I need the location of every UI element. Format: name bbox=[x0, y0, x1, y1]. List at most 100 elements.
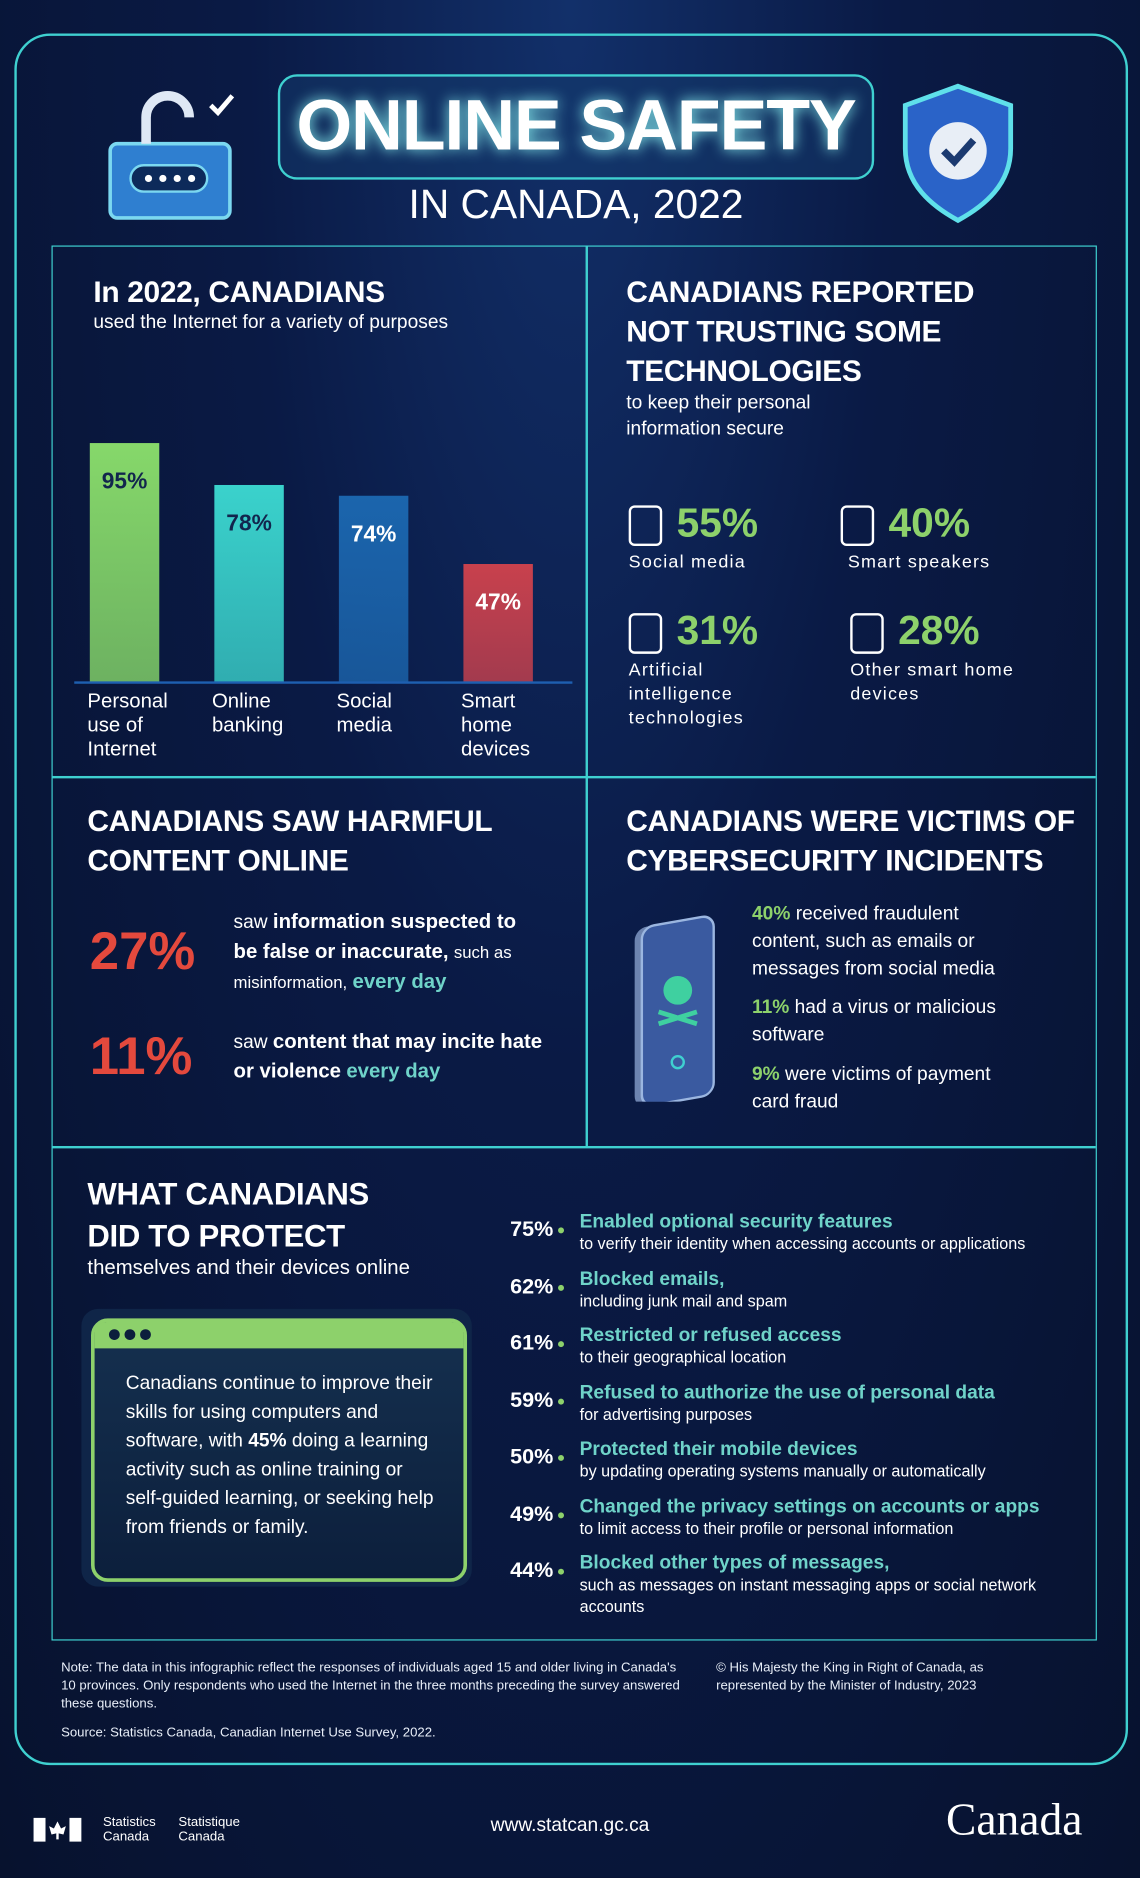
text-bold: information suspected to be false or ina… bbox=[233, 910, 517, 963]
bullet bbox=[558, 1341, 565, 1348]
protect-item: Restricted or refused access to their geo… bbox=[580, 1326, 1083, 1369]
frame bbox=[14, 33, 1129, 1766]
stat-value: 11% bbox=[89, 1027, 193, 1087]
protect-item: Refused to authorize the use of personal… bbox=[580, 1382, 1083, 1425]
stat-value: 40% bbox=[888, 500, 971, 547]
bullet bbox=[558, 1284, 565, 1291]
victim-item: 11% had a virus or malicious software bbox=[752, 994, 1027, 1049]
stat-label: Smart speakers bbox=[847, 552, 991, 573]
stat-text: saw content that may incite hate or viol… bbox=[234, 1027, 545, 1087]
text-emphasis: every day bbox=[346, 1059, 441, 1083]
item-heading: Enabled optional security features bbox=[579, 1211, 893, 1233]
item-detail: such as messages on instant messaging ap… bbox=[579, 1575, 1037, 1616]
divider bbox=[51, 1145, 1096, 1148]
bar-label: 95% bbox=[101, 468, 148, 495]
section-title: WHAT CANADIANS DID TO PROTECT bbox=[87, 1175, 369, 1254]
item-detail: for advertising purposes bbox=[579, 1405, 753, 1424]
chart-subtitle: used the Internet for a variety of purpo… bbox=[93, 312, 449, 333]
bar-label: 74% bbox=[350, 521, 397, 548]
flag-icon bbox=[33, 1817, 82, 1842]
bar-label: 78% bbox=[226, 511, 272, 537]
section-title: CANADIANS WERE VICTIMS OF CYBERSECURITY … bbox=[626, 804, 1075, 878]
text-bold: 45% bbox=[248, 1430, 287, 1452]
bar-chart: 95% Personal use of Internet 78% Online ban… bbox=[0, 0, 587, 776]
x-tick-label: Personal use of Internet bbox=[87, 689, 168, 761]
item-heading: Blocked other types of messages, bbox=[579, 1553, 890, 1574]
lock-icon bbox=[108, 91, 235, 220]
stat-label: Other smart home devices bbox=[850, 659, 1015, 705]
item-detail: by updating operating systems manually o… bbox=[579, 1462, 986, 1481]
stat-value: 59% bbox=[510, 1387, 554, 1412]
divider bbox=[51, 775, 1096, 778]
source: Source: Statistics Canada, Canadian Inte… bbox=[61, 1725, 436, 1740]
stat-value: 55% bbox=[676, 500, 759, 547]
protect-item: Blocked other types of messages, such as … bbox=[580, 1553, 1083, 1618]
section-title: CANADIANS REPORTED NOT TRUSTING SOME TEC… bbox=[626, 275, 975, 388]
bar bbox=[214, 485, 284, 683]
text: doing a learning activity such as online… bbox=[125, 1430, 434, 1538]
x-tick-label: Online banking bbox=[211, 689, 284, 737]
device-icon bbox=[850, 613, 884, 654]
section-subtitle: to keep their personal information secur… bbox=[626, 392, 811, 440]
text: saw bbox=[233, 1032, 268, 1053]
stat-value: 27% bbox=[89, 922, 196, 981]
title: ONLINE SAFETY bbox=[296, 85, 856, 166]
stat-value: 75% bbox=[510, 1216, 554, 1241]
stat-value: 31% bbox=[676, 608, 759, 654]
stat-text: were victims of payment card fraud bbox=[752, 1064, 991, 1113]
stat-value: 49% bbox=[510, 1501, 554, 1525]
agency-fr: Statistique Canada bbox=[178, 1815, 240, 1845]
item-detail: including junk mail and spam bbox=[579, 1291, 788, 1310]
stat-value: 50% bbox=[510, 1444, 554, 1469]
device-icon bbox=[840, 505, 875, 547]
text-bold: content that may incite hate or violence bbox=[233, 1029, 543, 1083]
section-title: CANADIANS SAW HARMFUL CONTENT ONLINE bbox=[87, 804, 492, 878]
chart-title: In 2022, CANADIANS bbox=[93, 275, 385, 309]
x-tick-label: Smart home devices bbox=[461, 689, 531, 761]
stat-value: 28% bbox=[898, 608, 980, 654]
title-box bbox=[277, 74, 875, 180]
bar bbox=[338, 495, 409, 683]
x-tick-label: Social media bbox=[336, 689, 392, 737]
stat-text: received fraudulent content, such as ema… bbox=[752, 904, 995, 980]
shield-icon bbox=[902, 83, 1014, 224]
stat-text: saw information suspected to be false or… bbox=[234, 908, 545, 998]
item-detail: to verify their identity when accessing … bbox=[579, 1234, 1026, 1253]
protect-item: Blocked emails, including junk mail and s… bbox=[580, 1269, 1083, 1312]
bullet bbox=[558, 1511, 565, 1518]
device-icon bbox=[628, 613, 663, 654]
bar bbox=[89, 442, 160, 683]
stat-value: 9% bbox=[752, 1064, 780, 1085]
item-heading: Refused to authorize the use of personal… bbox=[579, 1382, 995, 1403]
panel-grid bbox=[51, 245, 1097, 1641]
copyright: © His Majesty the King in Right of Canad… bbox=[716, 1660, 984, 1694]
text-emphasis: every day bbox=[352, 969, 447, 993]
item-detail: to limit access to their profile or pers… bbox=[579, 1519, 954, 1537]
bullet bbox=[558, 1398, 565, 1405]
stat-label: Artificial intelligence technologies bbox=[628, 659, 744, 729]
section-subtitle: themselves and their devices online bbox=[87, 1256, 410, 1279]
subtitle: IN CANADA, 2022 bbox=[408, 182, 744, 228]
victim-item: 40% received fraudulent content, such as… bbox=[752, 901, 1027, 984]
protect-item: Changed the privacy settings on accounts… bbox=[580, 1496, 1083, 1539]
note: Note: The data in this infographic refle… bbox=[61, 1660, 680, 1712]
stat-value: 40% bbox=[752, 904, 791, 925]
protect-item: Protected their mobile devices by updatin… bbox=[580, 1439, 1083, 1482]
stat-value: 62% bbox=[510, 1273, 554, 1298]
bar bbox=[463, 563, 533, 683]
protect-item: Enabled optional security features to ver… bbox=[580, 1212, 1083, 1255]
device-icon bbox=[628, 505, 663, 547]
item-heading: Blocked emails, bbox=[579, 1268, 725, 1290]
callout-box: Canadians continue to improve their skil… bbox=[91, 1318, 468, 1582]
item-heading: Protected their mobile devices bbox=[579, 1439, 858, 1460]
callout-text: Canadians continue to improve their skil… bbox=[95, 1348, 464, 1542]
item-heading: Restricted or refused access bbox=[579, 1325, 842, 1346]
item-heading: Changed the privacy settings on accounts… bbox=[579, 1496, 1040, 1517]
url: www.statcan.gc.ca bbox=[490, 1815, 650, 1836]
baseline bbox=[74, 681, 573, 684]
window-bar bbox=[94, 1322, 464, 1349]
stat-value: 61% bbox=[510, 1330, 554, 1355]
divider bbox=[585, 245, 588, 1146]
bullet bbox=[558, 1568, 565, 1575]
